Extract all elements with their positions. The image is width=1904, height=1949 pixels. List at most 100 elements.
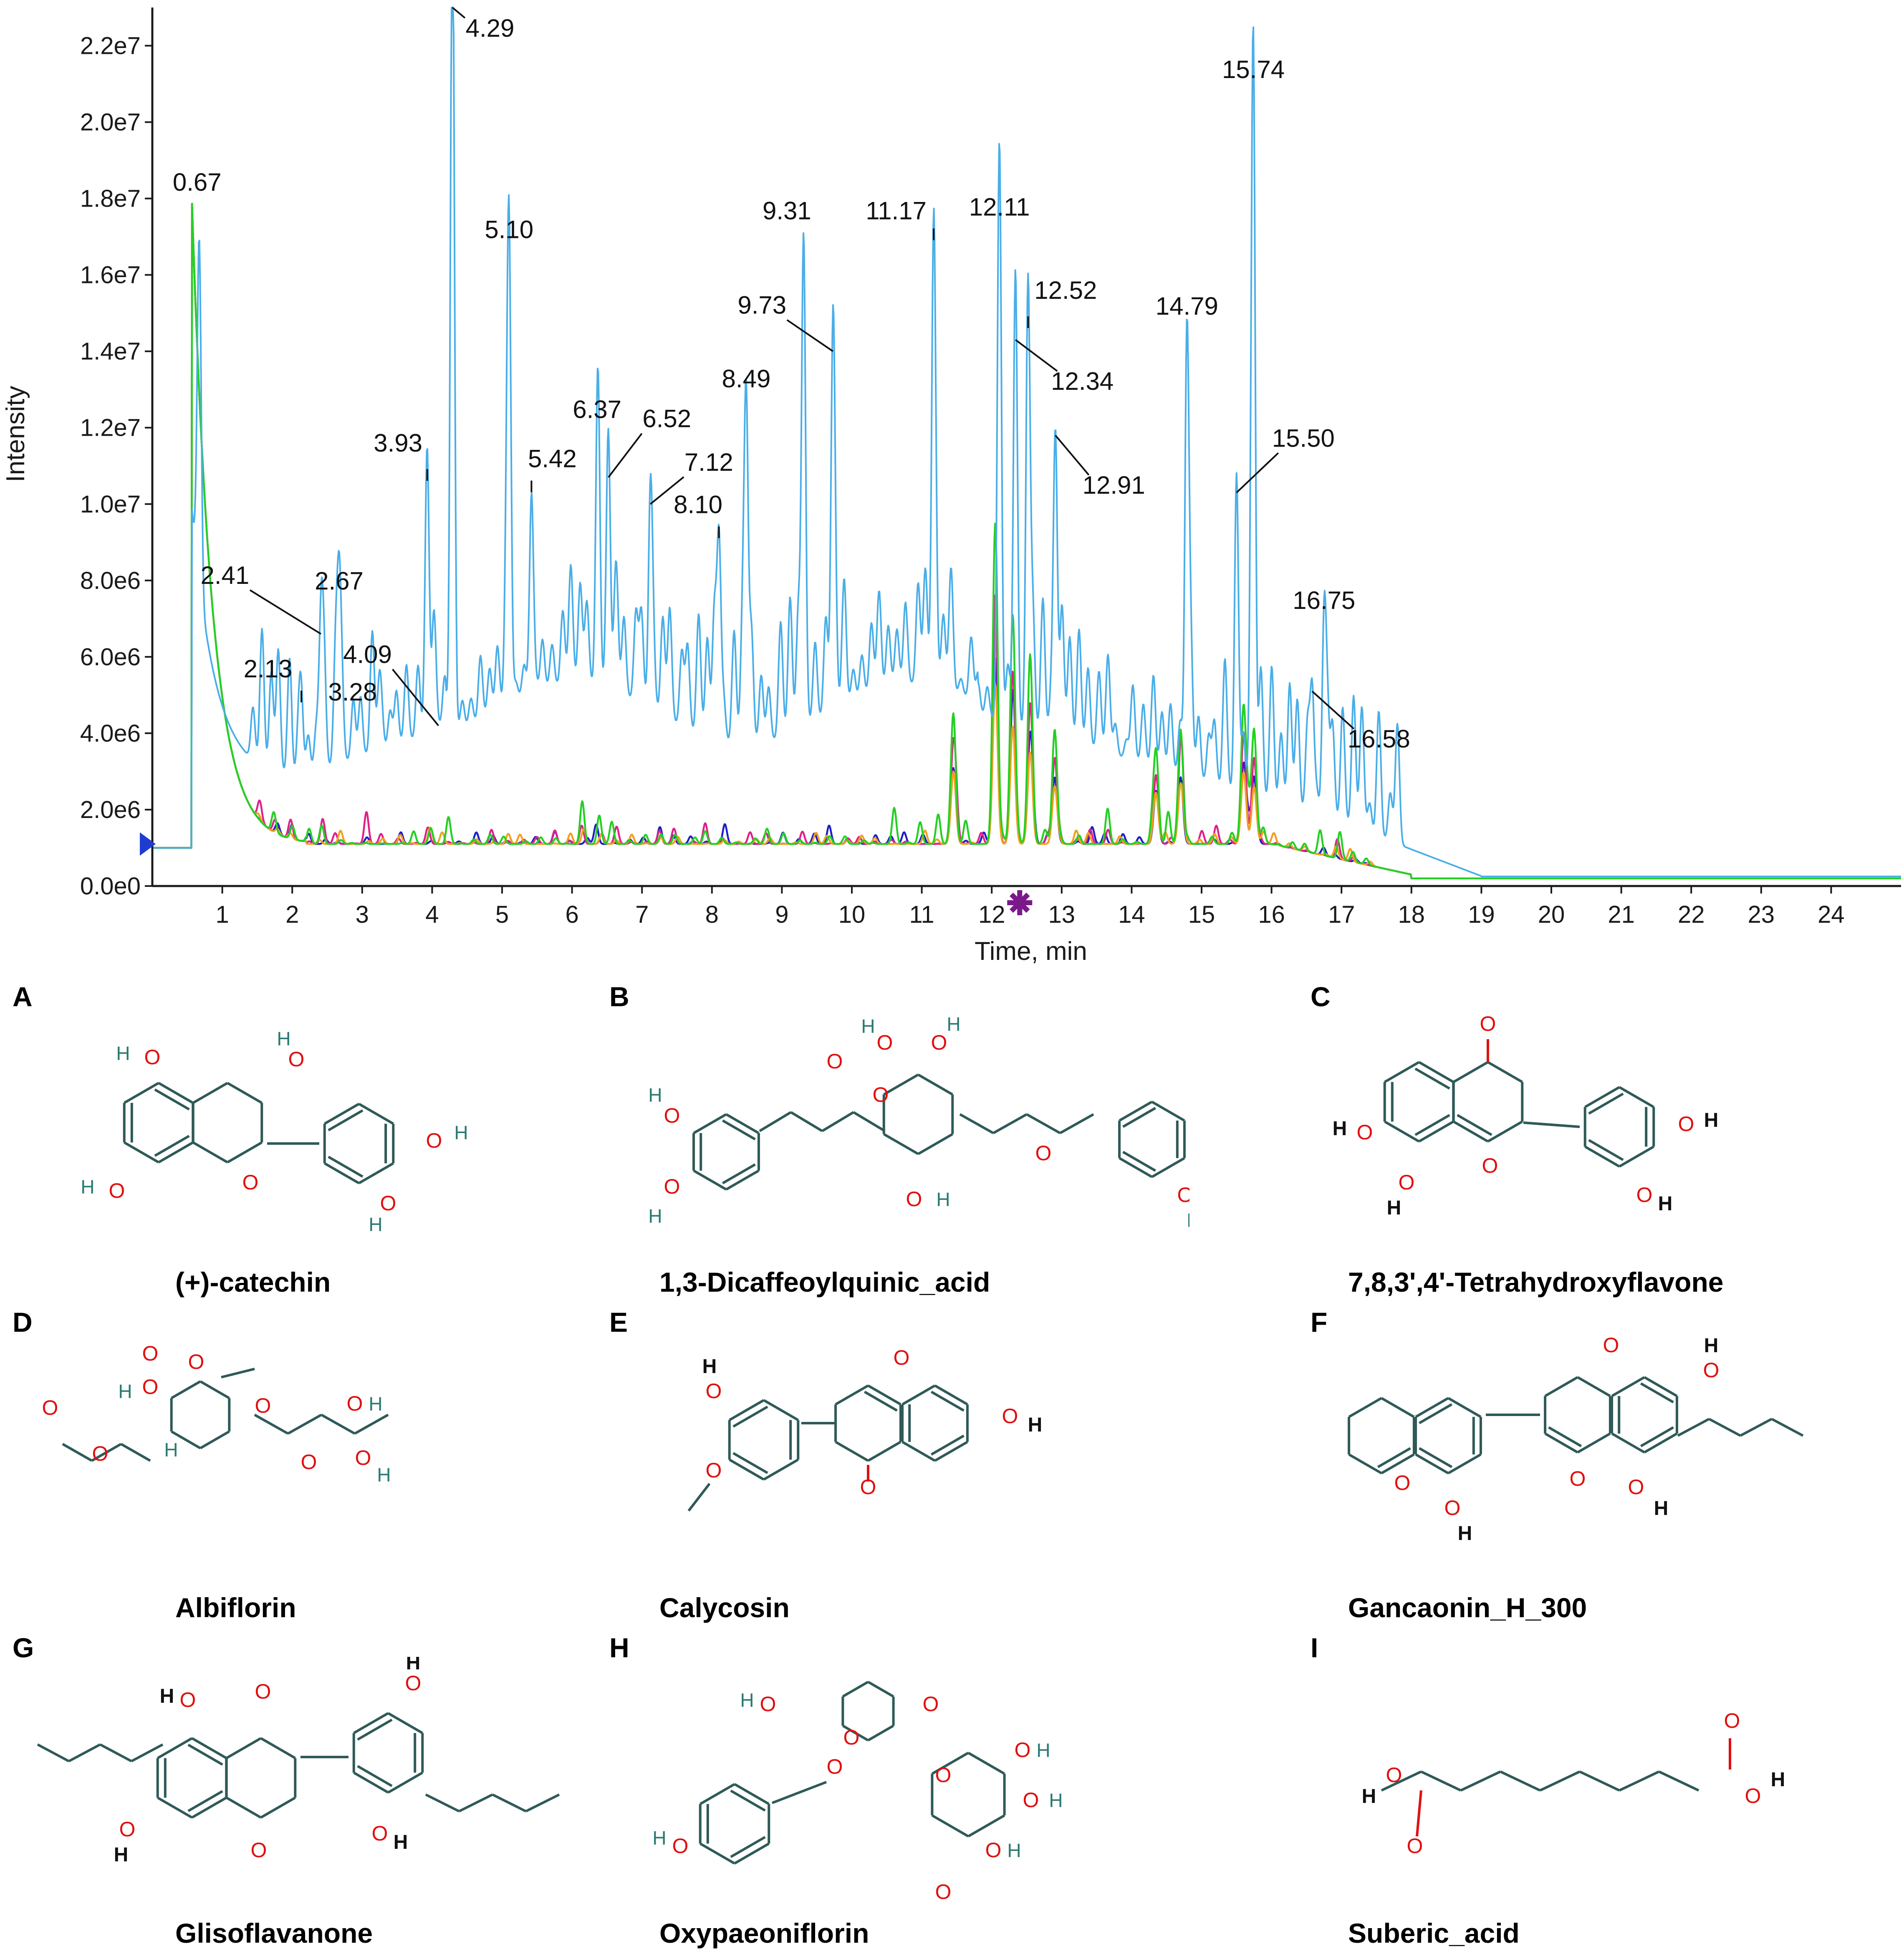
bond (124, 1082, 159, 1104)
bond (729, 1399, 765, 1421)
oxygen-atom: O (1177, 1183, 1189, 1207)
bond (1487, 1120, 1523, 1143)
hydrogen-atom: H (377, 1464, 391, 1486)
peak-labels: 0.67 2.13 2.41 2.67 3.28 3.93 4.09 4.29 5.10 5.42… (173, 7, 1410, 753)
bond (763, 1458, 799, 1481)
bond (934, 1384, 968, 1406)
panel-letter: A (13, 981, 33, 1012)
peak-label-2-13: 2.13 (244, 655, 293, 683)
bond (1584, 1145, 1620, 1168)
peak-leader (1236, 452, 1279, 493)
hydrogen-atom: H (1387, 1197, 1401, 1219)
bond (1644, 1432, 1678, 1454)
bond (1381, 1397, 1415, 1418)
bond (1577, 1432, 1611, 1454)
y-tick-label: 2.0e6 (80, 796, 141, 823)
y-tick-label: 1.8e7 (80, 185, 141, 212)
bond (1026, 1113, 1061, 1134)
x-tick-label: 11 (909, 901, 934, 928)
double-bond (730, 1790, 766, 1812)
oxygen-atom: O (1023, 1788, 1039, 1812)
bond (492, 1793, 527, 1813)
hydrogen-atom: H (648, 1205, 662, 1227)
oxygen-atom: O (109, 1179, 125, 1202)
oxygen-atom: O (1399, 1171, 1415, 1194)
bond (687, 1483, 711, 1512)
chromatogram-traces (152, 7, 1901, 879)
bond (158, 1082, 194, 1104)
oxygen-atom: O (985, 1838, 1002, 1862)
bond (260, 1737, 296, 1760)
peak-label-7-12: 7.12 (684, 448, 733, 476)
double-bond (154, 1088, 190, 1111)
bond (1151, 1157, 1185, 1178)
oxygen-atom: O (1394, 1471, 1411, 1495)
bond (842, 1724, 869, 1742)
oxygen-atom: O (1603, 1333, 1619, 1357)
bond (157, 1796, 193, 1819)
bond (1579, 1770, 1620, 1792)
oxygen-atom: O (827, 1050, 843, 1073)
oxygen-atom: O (255, 1680, 271, 1703)
y-tick-label: 6.0e6 (80, 644, 141, 671)
hydrogen-atom: H (947, 1013, 960, 1035)
hydrogen-atom: H (277, 1028, 290, 1050)
bond (287, 1414, 322, 1435)
peak-label-2-67: 2.67 (315, 567, 364, 595)
bond (734, 1842, 770, 1865)
compound-name: (+)-catechin (175, 1267, 331, 1298)
bond (171, 1380, 201, 1399)
bond (191, 1737, 227, 1760)
oxygen-atom: O (372, 1822, 388, 1845)
bond (1740, 1418, 1773, 1437)
bond (157, 1737, 193, 1760)
hydrogen-atom: H (652, 1827, 666, 1849)
x-tick-label: 23 (1748, 901, 1775, 928)
x-tick-label: 5 (495, 901, 509, 928)
hydrogen-atom: H (648, 1084, 662, 1106)
oxygen-atom: O (877, 1031, 893, 1054)
bond (192, 1141, 228, 1164)
oxygen-atom: O (180, 1688, 196, 1712)
peak-leader (1055, 434, 1090, 476)
double-bond (328, 1109, 364, 1131)
chromatogram: 0.0e0 2.0e6 4.0e6 6.0e6 8.0e6 1.0e7 1.2e7 1.4e7… (1, 7, 1901, 966)
bond (1453, 1120, 1489, 1143)
compound-name: Glisoflavanone (175, 1918, 373, 1949)
bond (1544, 1376, 1578, 1397)
oxygen-atom: O (144, 1045, 161, 1069)
hydrogen-atom: H (160, 1685, 174, 1707)
bond (1500, 1770, 1541, 1792)
bond (967, 1752, 1005, 1775)
y-tick-label: 1.2e7 (80, 414, 141, 442)
bond (1384, 1120, 1420, 1143)
hydrogen-atom: H (1333, 1118, 1347, 1140)
bond (1584, 1086, 1620, 1108)
x-tick-label: 16 (1258, 901, 1285, 928)
oxygen-atom: O (405, 1671, 422, 1695)
oxygen-atom: O (92, 1442, 109, 1465)
bond (1677, 1418, 1710, 1437)
x-tick-label: 18 (1398, 901, 1425, 928)
compound-name: Suberic_acid (1348, 1918, 1520, 1949)
peak-leader (391, 669, 439, 726)
bond (842, 1681, 869, 1698)
y-tick-label: 2.2e7 (80, 33, 141, 60)
hydrogen-atom: H (1658, 1193, 1673, 1215)
peak-label-9-31: 9.31 (763, 197, 811, 225)
peak-leader (786, 319, 833, 352)
hydrogen-atom: H (81, 1176, 94, 1198)
hydrogen-atom: H (861, 1015, 875, 1037)
double-bond (1414, 1068, 1450, 1090)
hydrogen-atom: H (406, 1657, 421, 1674)
bond (1119, 1101, 1153, 1122)
bond (1447, 1453, 1482, 1474)
bond (1119, 1157, 1153, 1178)
x-tick-label: 14 (1118, 901, 1145, 928)
oxygen-atom: O (119, 1818, 136, 1841)
